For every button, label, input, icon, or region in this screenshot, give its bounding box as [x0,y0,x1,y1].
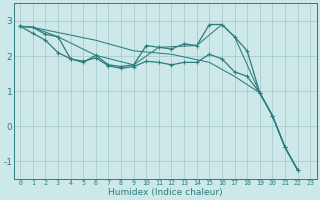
X-axis label: Humidex (Indice chaleur): Humidex (Indice chaleur) [108,188,222,197]
